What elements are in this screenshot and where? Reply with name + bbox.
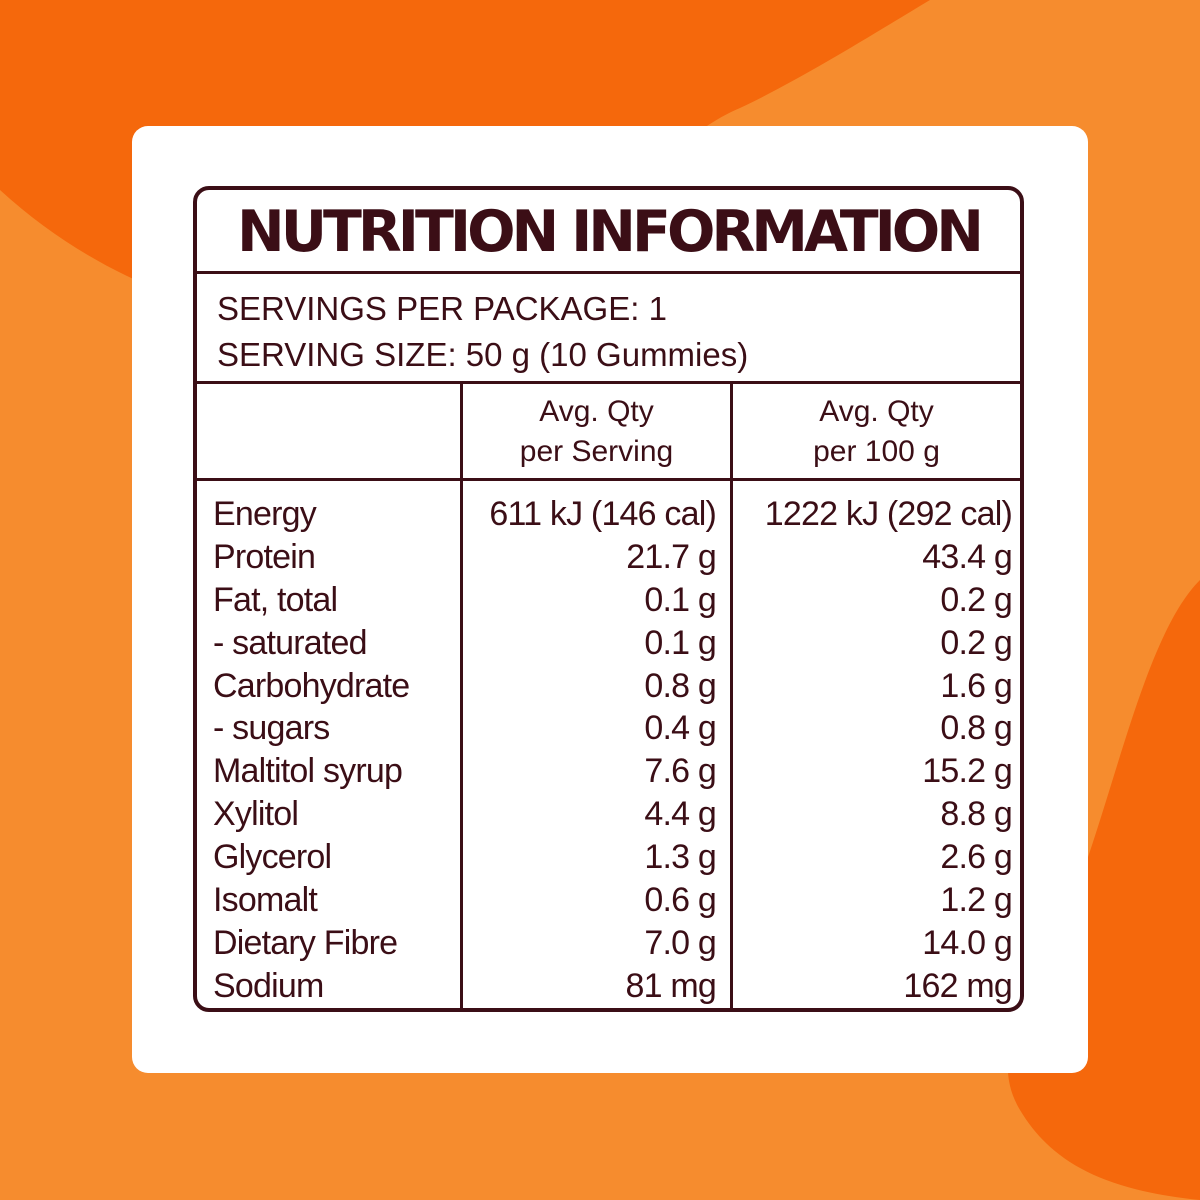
column-divider — [730, 384, 733, 1008]
value-per-100g: 8.8 g — [940, 795, 1012, 834]
value-per-100g: 15.2 g — [922, 752, 1013, 791]
table-row: Protein 21.7 g 43.4 g — [197, 536, 1020, 579]
serving-info: SERVINGS PER PACKAGE: 1 SERVING SIZE: 50… — [197, 274, 1020, 384]
value-per-serving: 0.4 g — [644, 709, 716, 748]
table-row: Dietary Fibre 7.0 g 14.0 g — [197, 922, 1020, 965]
nutrient-name: Isomalt — [213, 881, 318, 920]
nutrient-name: Energy — [213, 495, 317, 533]
table-row: Xylitol 4.4 g 8.8 g — [197, 793, 1020, 836]
value-per-serving: 0.6 g — [644, 881, 716, 920]
serving-size: SERVING SIZE: 50 g (10 Gummies) — [217, 336, 749, 373]
value-per-serving: 7.6 g — [644, 752, 716, 791]
value-per-serving: 7.0 g — [644, 923, 716, 962]
table-row: Isomalt 0.6 g 1.2 g — [197, 879, 1020, 922]
panel-title: NUTRITION INFORMATION — [197, 190, 1020, 274]
column-divider — [460, 384, 463, 1008]
table-row: Glycerol 1.3 g 2.6 g — [197, 836, 1020, 879]
value-per-serving: 0.1 g — [644, 580, 716, 619]
nutrient-name: - saturated — [213, 623, 368, 662]
nutrient-name: Maltitol syrup — [213, 752, 403, 791]
column-header-row: Avg. Qty per Serving Avg. Qty per 100 g — [197, 384, 1020, 481]
value-per-serving: 611 kJ (146 cal) — [489, 495, 716, 533]
value-per-serving: 4.4 g — [644, 795, 716, 834]
nutrient-name: Protein — [213, 537, 316, 576]
servings-per-package: SERVINGS PER PACKAGE: 1 — [217, 290, 667, 327]
nutrient-name: Fat, total — [213, 580, 338, 619]
nutrient-name: - sugars — [213, 709, 330, 748]
nutrient-name: Dietary Fibre — [213, 923, 398, 962]
value-per-serving: 0.1 g — [644, 623, 716, 662]
value-per-100g: 1.2 g — [940, 881, 1012, 920]
value-per-100g: 1222 kJ (292 cal) — [764, 495, 1013, 533]
table-row: Fat, total 0.1 g 0.2 g — [197, 579, 1020, 622]
table-row: - saturated 0.1 g 0.2 g — [197, 622, 1020, 665]
nutrition-panel: NUTRITION INFORMATION SERVINGS PER PACKA… — [193, 186, 1024, 1012]
nutrient-name: Carbohydrate — [213, 666, 410, 705]
value-per-100g: 43.4 g — [922, 537, 1013, 576]
header-per-serving: Avg. Qty per Serving — [519, 395, 674, 468]
nutrient-rows: Energy 611 kJ (146 cal) 1222 kJ (292 cal) … — [197, 493, 1020, 1008]
value-per-100g: 0.2 g — [940, 580, 1012, 619]
value-per-serving: 21.7 g — [626, 537, 717, 576]
label-card — [132, 126, 1088, 1073]
value-per-100g: 0.8 g — [940, 709, 1012, 748]
value-per-100g: 14.0 g — [922, 923, 1013, 962]
table-row: Energy 611 kJ (146 cal) 1222 kJ (292 cal) — [197, 493, 1020, 536]
table-row: - sugars 0.4 g 0.8 g — [197, 707, 1020, 750]
value-per-100g: 1.6 g — [940, 666, 1012, 705]
value-per-100g: 162 mg — [903, 966, 1012, 1005]
nutrient-name: Glycerol — [213, 838, 332, 877]
table-row: Carbohydrate 0.8 g 1.6 g — [197, 665, 1020, 708]
value-per-serving: 0.8 g — [644, 666, 716, 705]
nutrient-name: Xylitol — [213, 795, 299, 834]
value-per-100g: 2.6 g — [940, 838, 1012, 877]
value-per-serving: 1.3 g — [644, 838, 716, 877]
value-per-serving: 81 mg — [625, 966, 717, 1005]
table-row: Sodium 81 mg 162 mg — [197, 965, 1020, 1008]
table-row: Maltitol syrup 7.6 g 15.2 g — [197, 750, 1020, 793]
nutrient-name: Sodium — [213, 966, 324, 1005]
value-per-100g: 0.2 g — [940, 623, 1012, 662]
header-per-100g: Avg. Qty per 100 g — [813, 395, 940, 468]
